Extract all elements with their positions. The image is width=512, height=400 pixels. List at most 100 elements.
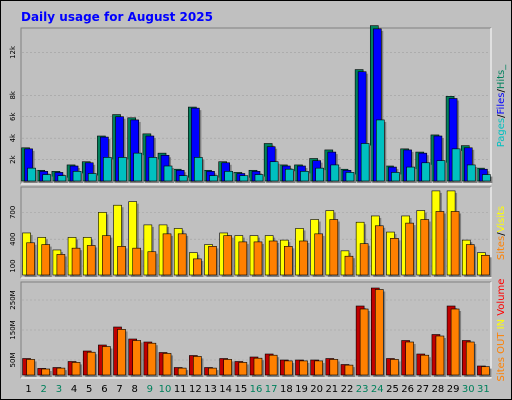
bar-in-fill: [435, 335, 445, 376]
x-tick-label: 29: [447, 384, 460, 395]
bar-pages-fill: [315, 167, 324, 182]
bar-pages: [133, 152, 144, 183]
bar-in-fill: [208, 367, 217, 376]
bar-sites-fill: [359, 243, 369, 276]
bar-sites-fill: [268, 240, 278, 276]
bar-in: [132, 340, 143, 377]
bar-pages: [27, 167, 38, 183]
bar-in: [162, 353, 174, 377]
bar-in: [405, 341, 416, 377]
series-in: [26, 289, 492, 377]
bar-in-fill: [147, 342, 157, 376]
bar-in: [117, 329, 128, 377]
bar-in: [193, 356, 204, 377]
bar-pages: [421, 162, 432, 183]
bar-in: [86, 351, 98, 377]
bottom-panel: 50M 150M 250M: [9, 281, 492, 379]
bar-pages-fill: [42, 174, 52, 182]
bar-sites-fill: [314, 233, 323, 276]
bar-pages-fill: [285, 168, 294, 182]
bar-in: [238, 362, 249, 377]
bar-sites-fill: [71, 247, 81, 276]
bar-pages-fill: [466, 164, 476, 182]
bar-sites-fill: [223, 235, 232, 276]
bar-pages-fill: [345, 172, 355, 182]
bar-pages: [451, 148, 463, 183]
x-tick-label: 4: [71, 384, 77, 395]
bar-sites: [132, 247, 143, 277]
bar-pages-fill: [103, 157, 112, 182]
x-tick-label: 10: [159, 384, 172, 395]
bar-sites-fill: [405, 222, 414, 276]
x-tick-label: 21: [325, 384, 338, 395]
bar-pages-fill: [163, 165, 173, 182]
bar-in: [481, 366, 492, 377]
bar-in-fill: [329, 359, 339, 376]
bar-pages-fill: [194, 157, 203, 182]
bar-sites-fill: [41, 244, 51, 276]
bar-sites: [56, 254, 67, 277]
bar-pages-fill: [330, 164, 340, 182]
bar-in-fill: [450, 308, 460, 376]
bar-pages-fill: [239, 175, 249, 182]
x-tick-label: 20: [310, 384, 323, 395]
bar-in: [390, 359, 401, 377]
bar-sites: [481, 255, 492, 277]
bar-sites: [314, 233, 325, 277]
bar-sites-fill: [162, 233, 172, 276]
y-tick-label: 400: [9, 233, 17, 246]
bar-sites-fill: [26, 242, 35, 276]
legend-bottom: Sites OUT IN Volume: [496, 279, 507, 382]
bar-pages-fill: [72, 171, 82, 182]
bar-pages: [239, 175, 250, 183]
bar-pages: [285, 168, 296, 183]
bar-sites-fill: [117, 246, 126, 276]
bar-in: [223, 359, 234, 377]
bar-sites: [405, 222, 416, 277]
bar-sites-fill: [481, 255, 490, 276]
bar-sites-fill: [284, 246, 293, 276]
bar-pages: [360, 143, 372, 183]
bar-pages: [300, 171, 311, 183]
bar-in-fill: [56, 367, 66, 376]
bar-pages: [163, 165, 175, 183]
bar-sites: [86, 245, 98, 277]
x-tick-label: 24: [371, 384, 384, 395]
bar-sites: [359, 243, 371, 277]
bar-sites: [374, 225, 386, 277]
top-panel: 2k 4k 6k 8k 12k: [9, 25, 493, 185]
bar-sites: [390, 238, 401, 277]
y-tick-label: 4k: [9, 133, 17, 142]
bar-in: [374, 289, 386, 377]
bar-sites-fill: [132, 247, 142, 276]
bar-pages-fill: [254, 174, 264, 182]
bar-sites-fill: [299, 240, 308, 276]
bar-pages: [315, 167, 326, 183]
y-tick-label: 250M: [9, 290, 17, 309]
bar-pages-fill: [57, 175, 67, 182]
y-tick-label: 700: [9, 206, 17, 219]
bar-pages: [466, 164, 478, 183]
bar-pages: [57, 175, 68, 183]
bar-sites: [284, 246, 295, 277]
bar-pages-fill: [27, 167, 36, 182]
x-tick-label: 8: [132, 384, 138, 395]
y-tick-label: 8k: [9, 90, 17, 99]
y-tick-label: 50M: [9, 353, 17, 368]
bar-in: [147, 342, 158, 377]
x-tick-label: 22: [341, 384, 354, 395]
bar-pages: [269, 161, 281, 183]
x-tick-label: 9: [147, 384, 153, 395]
x-tick-label: 13: [204, 384, 217, 395]
x-tick-label: 17: [265, 384, 278, 395]
x-tick-label: 7: [116, 384, 122, 395]
bar-pages: [209, 175, 220, 183]
bar-in: [41, 368, 52, 377]
bar-pages-fill: [436, 160, 446, 182]
x-tick-label: 12: [189, 384, 202, 395]
bar-pages-fill: [421, 162, 431, 182]
bar-sites: [26, 242, 37, 277]
series-sites: [26, 211, 492, 277]
